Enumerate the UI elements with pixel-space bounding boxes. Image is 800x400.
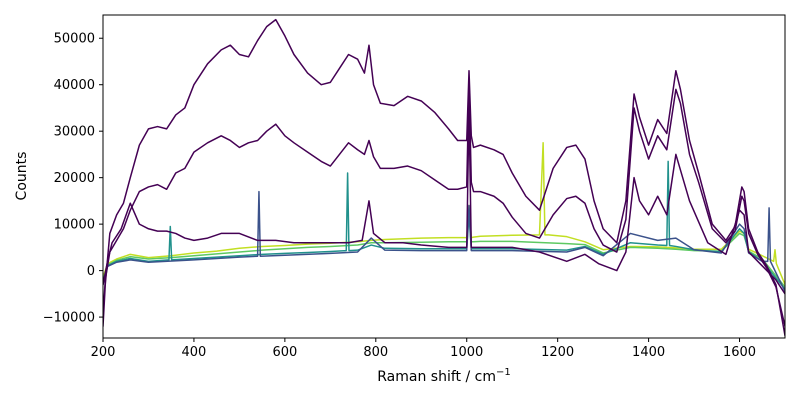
x-tick-label: 1000	[450, 345, 483, 360]
x-tick-label: 400	[182, 345, 207, 360]
x-axis-label: Raman shift / cm−1	[377, 367, 510, 385]
y-tick-label: 50000	[54, 32, 95, 47]
x-tick-label: 200	[91, 345, 116, 360]
y-tick-label: 40000	[54, 78, 95, 93]
series-line-6	[103, 79, 785, 328]
x-tick-label: 1400	[632, 345, 665, 360]
x-tick-label: 1600	[723, 345, 756, 360]
plot-background	[103, 15, 785, 338]
x-axis-ticks: 200 400 600 800 1000 1200 1400 1600	[91, 338, 756, 360]
series-line-3	[103, 160, 785, 290]
series-layer	[103, 18, 785, 337]
y-tick-label: 0	[87, 264, 95, 279]
plot-frame	[102, 14, 786, 339]
x-tick-label: 800	[363, 345, 388, 360]
x-tick-label: 600	[272, 345, 297, 360]
y-tick-label: 30000	[54, 125, 95, 140]
y-tick-label: −10000	[43, 311, 95, 326]
x-axis-label-text: Raman shift / cm	[377, 369, 496, 385]
x-tick-label: 1200	[541, 345, 574, 360]
series-line-1	[103, 142, 785, 286]
series-line-4	[103, 190, 785, 293]
y-tick-label: 20000	[54, 171, 95, 186]
y-tick-label: 10000	[54, 218, 95, 233]
series-line-7	[103, 107, 785, 295]
x-axis-label-superscript: −1	[496, 367, 511, 378]
y-axis-label: Counts	[14, 152, 30, 201]
series-line-5	[103, 18, 785, 337]
y-axis-ticks: −10000 0 10000 20000 30000 40000 50000	[43, 32, 103, 326]
